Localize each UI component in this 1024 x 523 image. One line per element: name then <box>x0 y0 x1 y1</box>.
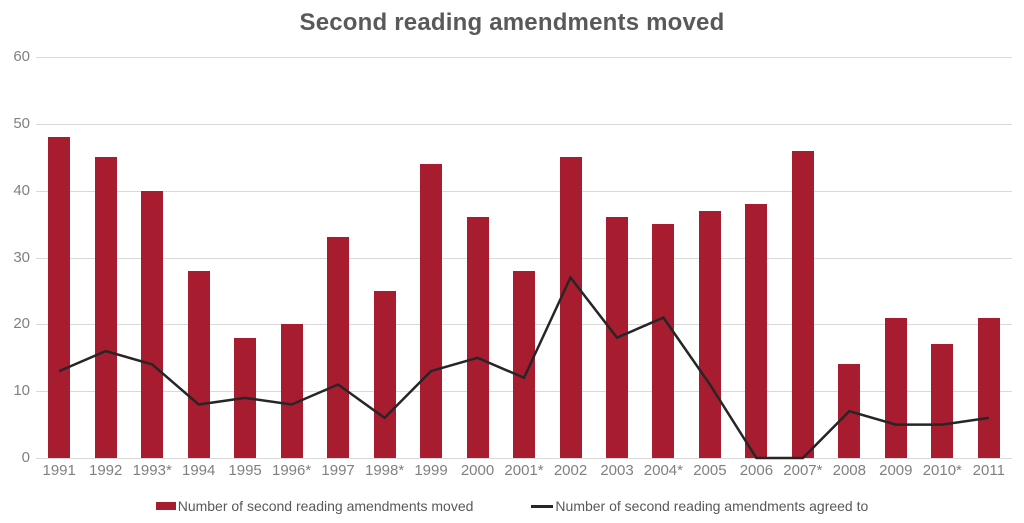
x-axis-label-2006: 2006 <box>739 462 774 479</box>
x-axis-label-2002: 2002 <box>553 462 588 479</box>
legend-label-agreed: Number of second reading amendments agre… <box>555 498 869 514</box>
gridline-50 <box>36 124 1012 125</box>
x-axis-label-1992: 1992 <box>89 462 123 479</box>
bar-1991 <box>48 137 71 458</box>
bar-1993* <box>141 190 164 458</box>
bar-2007* <box>791 150 814 458</box>
x-axis-label-2011: 2011 <box>972 462 1005 479</box>
legend-label-moved: Number of second reading amendments move… <box>177 498 474 514</box>
x-axis-label-1997: 1997 <box>321 462 355 479</box>
x-axis-label-2001*: 2001* <box>504 462 544 479</box>
x-axis-label-2004*: 2004* <box>643 462 683 479</box>
x-axis-label-2005: 2005 <box>693 462 727 479</box>
gridline-0 <box>36 458 1012 459</box>
x-axis-label-1999: 1999 <box>414 462 448 479</box>
y-axis-label-60: 60 <box>13 48 30 65</box>
gridline-30 <box>36 258 1012 259</box>
x-axis-label-1991: 1991 <box>42 462 76 479</box>
bar-1996* <box>280 324 303 458</box>
bar-1999 <box>420 163 442 458</box>
gridline-40 <box>36 191 1012 192</box>
bar-1992 <box>94 157 117 459</box>
bar-1997 <box>327 237 350 458</box>
x-axis-label-2000: 2000 <box>460 462 495 479</box>
bar-2002 <box>559 157 582 459</box>
bar-series-swatch-icon <box>155 502 176 510</box>
x-axis-label-1993*: 1993* <box>132 462 172 479</box>
y-axis-label-20: 20 <box>13 315 30 332</box>
gridline-60 <box>36 57 1012 58</box>
y-axis-label-50: 50 <box>13 115 30 132</box>
bar-2011 <box>977 317 1000 458</box>
x-axis-label-2008: 2008 <box>832 462 866 479</box>
bar-2003 <box>606 217 628 458</box>
bar-2006 <box>745 204 768 458</box>
bar-2008 <box>838 364 861 458</box>
x-axis-label-2007*: 2007* <box>783 462 823 479</box>
bar-2000 <box>466 217 489 458</box>
x-axis-label-2009: 2009 <box>879 462 913 479</box>
x-axis-label-1994: 1994 <box>182 462 216 479</box>
x-axis-label-2003: 2003 <box>600 462 634 479</box>
legend: Number of second reading amendments move… <box>0 498 1024 514</box>
x-axis-label-2010*: 2010* <box>922 462 962 479</box>
x-axis-label-1996*: 1996* <box>271 462 312 479</box>
bar-1994 <box>187 270 210 458</box>
y-axis-label-40: 40 <box>13 182 30 199</box>
bar-2009 <box>884 317 907 458</box>
x-axis-label-1995: 1995 <box>228 462 262 479</box>
y-axis-label-0: 0 <box>21 449 30 466</box>
line-series-swatch-icon <box>531 504 554 508</box>
chart-title: Second reading amendments moved <box>299 9 725 36</box>
legend-item-moved: Number of second reading amendments move… <box>155 498 474 514</box>
legend-item-agreed: Number of second reading amendments agre… <box>531 498 868 514</box>
bar-1995 <box>234 337 257 458</box>
bar-2010* <box>931 344 954 458</box>
bar-2005 <box>698 210 721 458</box>
y-axis-label-30: 30 <box>13 249 30 266</box>
bar-1998* <box>373 290 396 458</box>
y-axis-label-10: 10 <box>13 382 30 399</box>
bar-2001* <box>513 270 535 458</box>
x-axis-label-1998*: 1998* <box>364 462 405 479</box>
bar-2004* <box>652 224 675 458</box>
